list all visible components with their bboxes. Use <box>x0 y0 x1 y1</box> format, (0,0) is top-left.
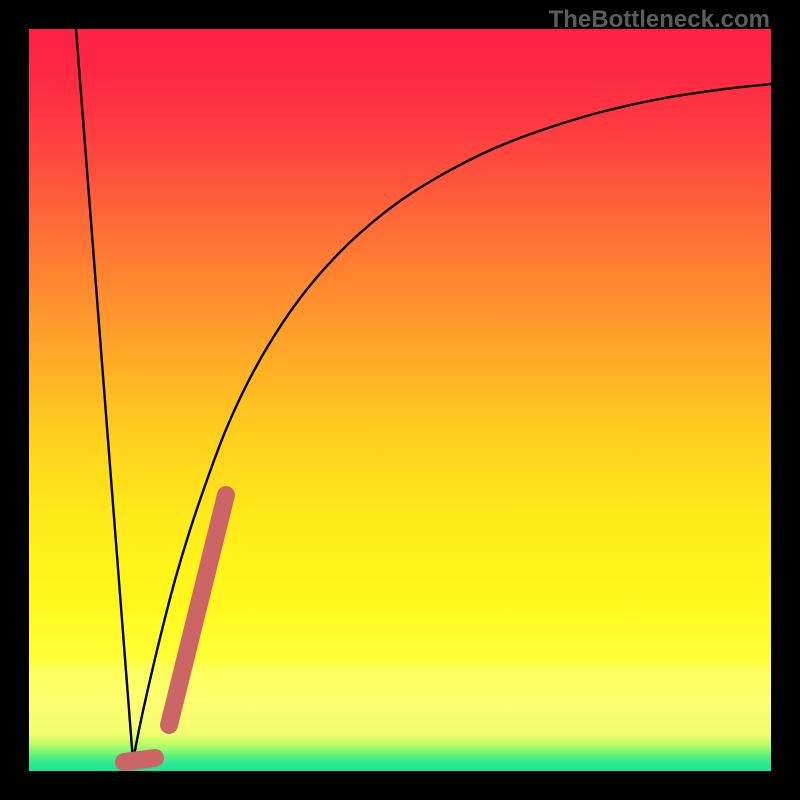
chart-frame-right <box>771 0 800 800</box>
chart-frame-left <box>0 0 29 800</box>
heat-gradient-background <box>29 29 771 771</box>
bottleneck-heat-chart <box>29 29 771 771</box>
watermark-text: TheBottleneck.com <box>549 6 770 34</box>
chart-frame-bottom <box>0 771 800 800</box>
